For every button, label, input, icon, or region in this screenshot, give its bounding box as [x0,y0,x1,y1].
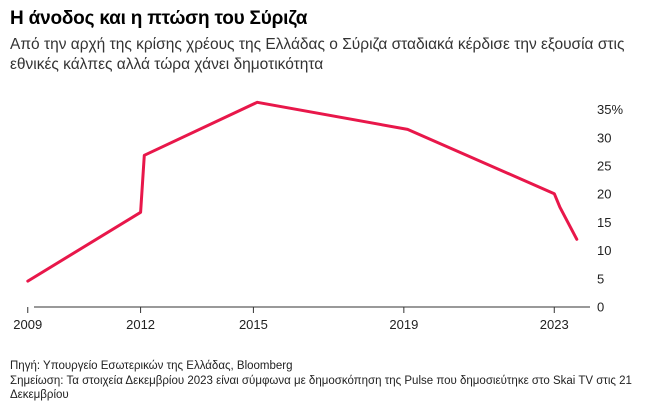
data-note: Σημείωση: Τα στοιχεία Δεκεμβρίου 2023 εί… [10,374,632,402]
x-tick-label: 2023 [540,317,569,332]
y-tick-label: 25 [597,159,611,174]
axes [27,306,590,313]
x-tick-label: 2012 [126,317,155,332]
x-tick-labels: 2009 2012 2015 2019 2023 [13,317,568,332]
x-tick-label: 2019 [389,317,418,332]
y-tick-label: 30 [597,130,611,145]
y-tick-label: 0 [597,300,604,315]
y-tick-label: 15 [597,215,611,230]
x-tick-label: 2009 [13,317,42,332]
y-tick-labels: 0 5 10 15 20 25 30 35% [597,102,623,314]
series-line [26,100,579,283]
series-group [26,100,579,283]
y-tick-label: 35% [597,102,623,117]
y-tick-label: 5 [597,271,604,286]
y-tick-label: 10 [597,243,611,258]
source-note: Πηγή: Υπουργείο Εσωτερικών της Ελλάδας, … [10,360,293,372]
x-tick-label: 2015 [239,317,268,332]
chart-title: Η άνοδος και η πτώση του Σύριζα [10,8,308,29]
y-tick-label: 20 [597,187,611,202]
chart-footer: Πηγή: Υπουργείο Εσωτερικών της Ελλάδας, … [10,359,655,403]
chart-subtitle: Από την αρχή της κρίσης χρέους της Ελλάδ… [10,36,625,73]
